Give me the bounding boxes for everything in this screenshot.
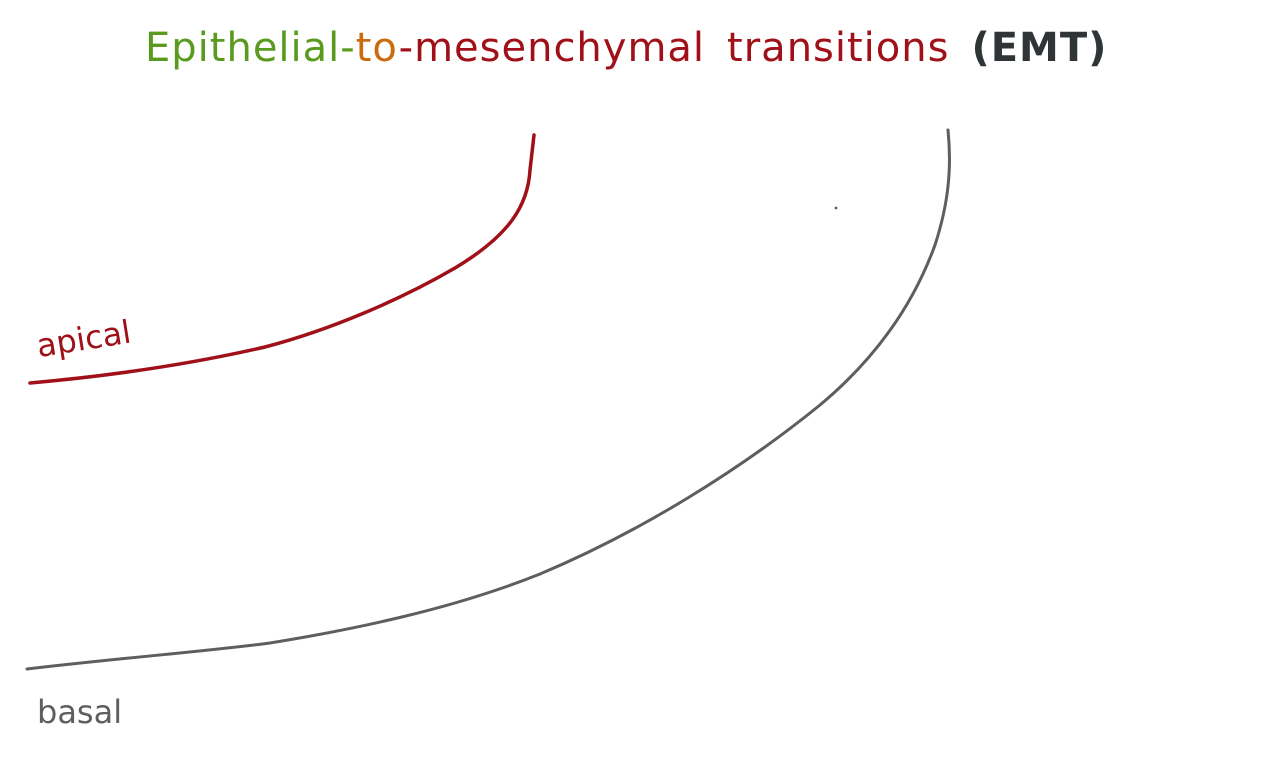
diagram-title: Epithelial-to-mesenchymal transitions (EMT… (145, 22, 1107, 74)
basal-label: basal (37, 693, 123, 731)
title-word-transitions: transitions (727, 25, 950, 71)
title-word-epithelial: Epithelial (145, 25, 341, 71)
apical-curve (28, 133, 536, 385)
title-word-mesenchymal: mesenchymal (414, 25, 706, 71)
title-dash-1: - (340, 25, 356, 71)
stray-dot (834, 206, 838, 210)
title-abbreviation: (EMT) (971, 25, 1108, 71)
title-dash-2: - (398, 25, 415, 71)
basal-curve (25, 128, 951, 671)
title-word-to: to (355, 25, 399, 71)
